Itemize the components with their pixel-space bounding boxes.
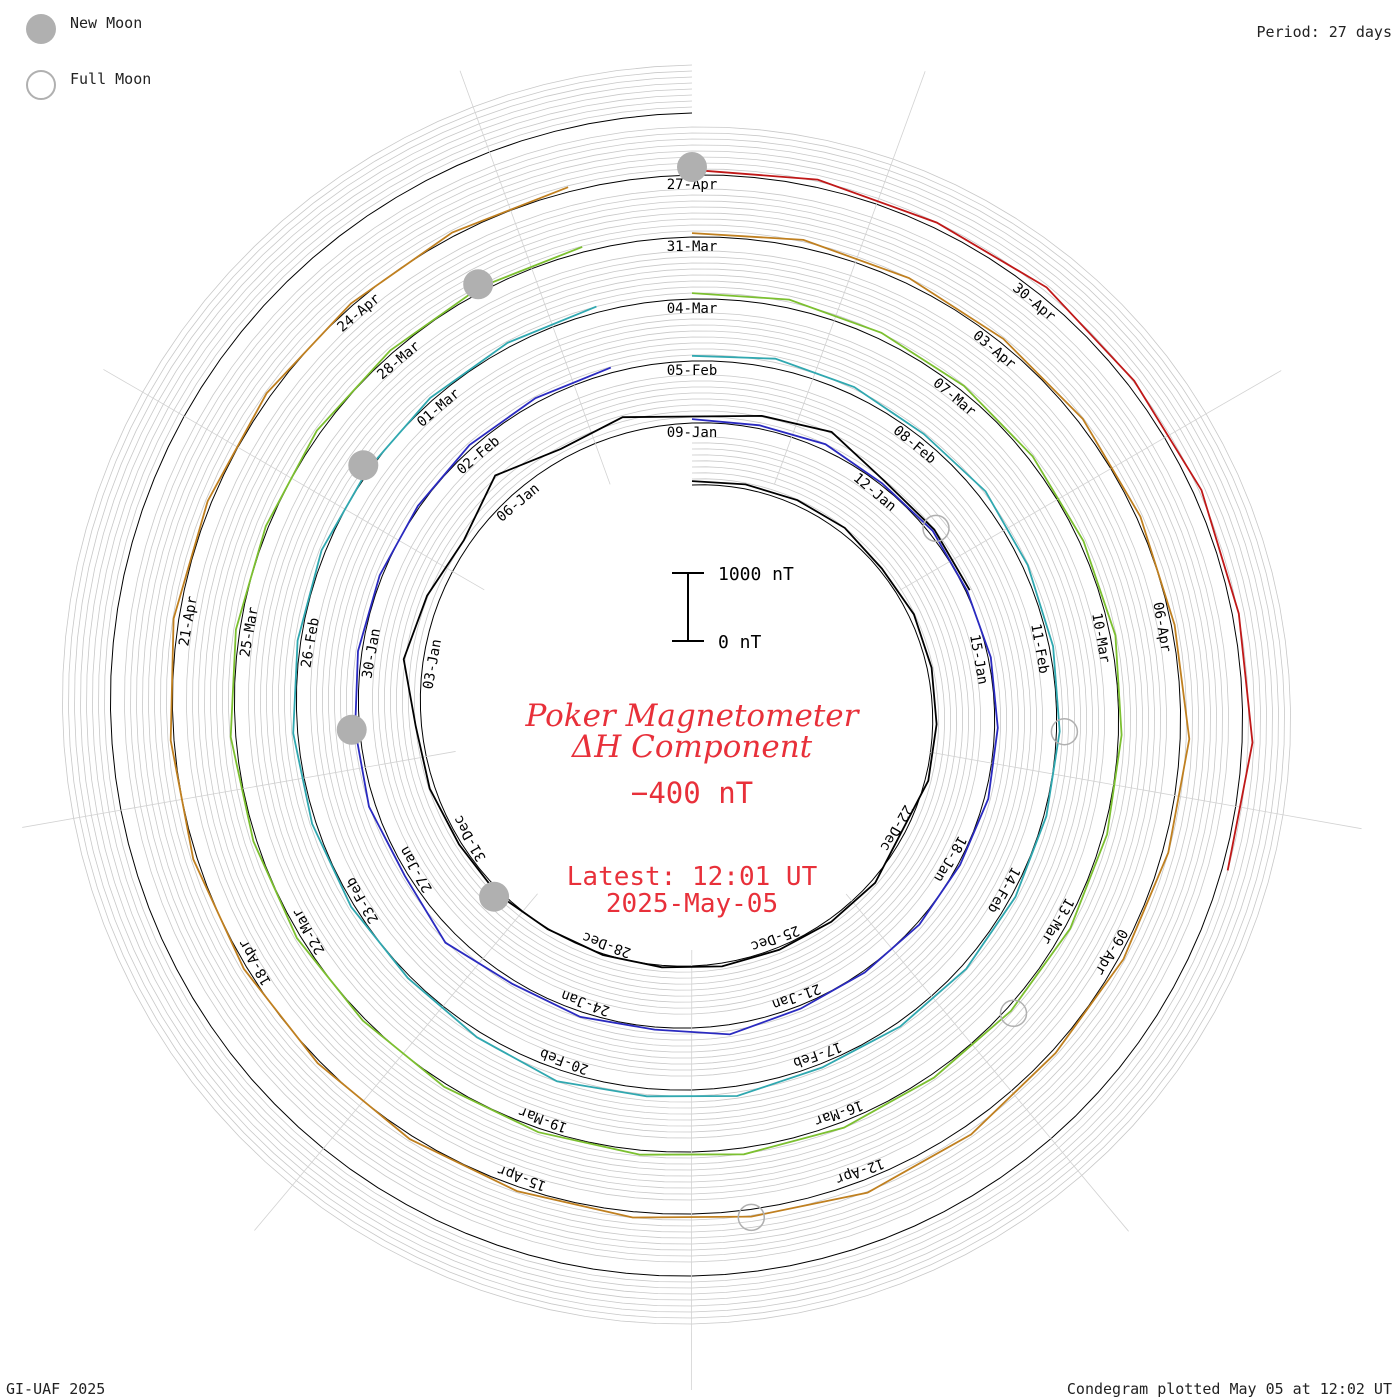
grid-spoke	[899, 370, 1282, 591]
series-line-5	[169, 186, 1191, 1219]
grid-spoke	[103, 369, 485, 591]
date-tick-label: 22-Dec	[876, 802, 915, 854]
new-moon-marker	[479, 881, 510, 912]
date-tick-label: 09-Jan	[667, 425, 718, 441]
date-tick-label: 04-Mar	[667, 301, 718, 317]
full-moon-marker	[1050, 717, 1079, 746]
scale-bar: 1000 nT 0 nT	[672, 564, 794, 653]
new-moon-icon	[26, 14, 56, 44]
date-tick-label: 27-Apr	[667, 177, 718, 193]
grid-spoke	[928, 751, 1362, 830]
date-tick-label: 03-Jan	[420, 638, 445, 691]
date-tick-label: 21-Apr	[176, 595, 201, 648]
date-tick-label: 31-Mar	[667, 239, 718, 255]
series-line-2	[354, 366, 999, 1036]
chart-title-line-2: ΔH Component	[571, 729, 813, 765]
full-moon-icon	[26, 70, 56, 100]
new-moon-marker	[348, 450, 379, 481]
full-moon-marker	[922, 514, 950, 543]
full-moon-marker	[737, 1203, 766, 1232]
plotted-label: Condegram plotted May 05 at 12:02 UT	[1066, 1380, 1392, 1398]
date-tick-label: 09-Apr	[1091, 926, 1130, 978]
series-line-1	[402, 414, 971, 969]
series-line-3	[292, 305, 1061, 1098]
chart-title: Poker Magnetometer ΔH Component −400 nT …	[525, 698, 861, 919]
new-moon-marker	[336, 714, 367, 745]
new-moon-marker	[677, 152, 707, 182]
series-layer	[169, 168, 1254, 1219]
grid-spoke	[254, 893, 538, 1231]
legend-new-moon-label: New Moon	[70, 14, 143, 32]
date-tick-label: 30-Apr	[1009, 280, 1058, 325]
baseline-label: −400 nT	[631, 776, 753, 810]
date-tick-label: 15-Jan	[966, 633, 991, 686]
full-moon-marker	[999, 999, 1028, 1028]
chart-title-line-1: Poker Magnetometer	[525, 698, 861, 734]
grid-spoke	[22, 751, 456, 828]
date-tick-label: 10-Mar	[1088, 612, 1113, 665]
period-label: Period: 27 days	[1256, 23, 1392, 41]
grid-spiral	[80, 82, 1273, 1307]
new-moon-marker	[463, 269, 494, 300]
grid-spoke	[845, 893, 1129, 1232]
grid-spoke	[773, 71, 926, 485]
date-tick-label: 17-Feb	[791, 1038, 844, 1070]
grid-spiral	[68, 70, 1285, 1319]
grid-layer	[22, 64, 1362, 1391]
grid-spoke	[459, 70, 611, 485]
credit-label: GI-UAF 2025	[6, 1380, 106, 1398]
moon-marker-layer	[336, 152, 1079, 1232]
date-tick-label: 05-Feb	[667, 363, 718, 379]
grid-spiral	[74, 76, 1279, 1313]
date-tick-label: 06-Jan	[494, 481, 543, 526]
latest-date-label: 2025-May-05	[606, 889, 778, 919]
series-line-6	[691, 168, 1254, 871]
grid-spiral	[62, 64, 1291, 1325]
scale-bar-top-label: 1000 nT	[718, 564, 794, 585]
grid-spiral	[86, 88, 1267, 1301]
legend-full-moon-label: Full Moon	[70, 70, 152, 88]
date-tick-label: 12-Apr	[833, 1155, 886, 1187]
scale-bar-bottom-label: 0 nT	[718, 632, 762, 653]
date-tick-label: 25-Dec	[748, 922, 801, 954]
date-tick-label: 14-Feb	[984, 864, 1023, 916]
date-tick-label: 13-Mar	[1038, 895, 1077, 947]
latest-time-label: Latest: 12:01 UT	[567, 862, 818, 892]
series-line-4	[229, 246, 1123, 1156]
